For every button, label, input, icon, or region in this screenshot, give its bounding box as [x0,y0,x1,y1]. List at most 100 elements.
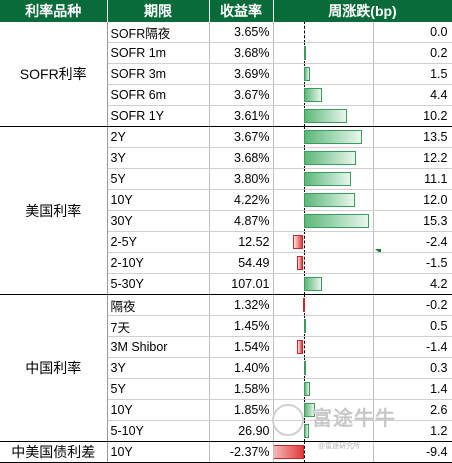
change-cell: 13.5 [373,126,452,148]
change-cell: 1.5 [373,63,452,85]
rate-cell: 26.90 [209,420,274,442]
term-cell: 5-10Y [107,420,210,442]
term-cell: 5Y [107,168,210,190]
table-row: 中国利率 隔夜 1.32% -0.2 [0,294,452,442]
change-cell: 4.4 [373,84,452,106]
header-row: 利率品种 期限 收益率 周涨跌(bp) [0,0,452,22]
change-cell: 4.2 [373,273,452,295]
negative-bar [302,298,305,312]
change-bar-cell [273,294,374,316]
change-bar-cell [273,105,374,127]
change-bar-cell [273,42,374,64]
change-cell: 0.2 [373,42,452,64]
term-cell: 10Y [107,189,210,211]
change-bar-cell [273,84,374,106]
negative-bar [293,235,304,249]
positive-bar [303,382,310,396]
rate-cell: 1.58% [209,378,274,400]
change-bar-cell [273,210,374,232]
change-bar-cell [273,252,374,274]
term-cell: SOFR 3m [107,63,210,85]
rate-cell: 1.32% [209,294,274,316]
cell-marker-icon [374,249,381,252]
table-row: SOFR 3m 3.69% 1.5 [0,63,452,85]
term-cell: 3M Shibor [107,336,210,358]
change-bar-cell [273,189,374,211]
positive-bar [303,67,310,81]
table-row: 5-10Y 26.90 1.2 [0,420,452,442]
positive-bar [303,361,306,375]
change-bar-cell [273,315,374,337]
change-cell: 1.2 [373,420,452,442]
positive-bar [303,46,306,60]
change-cell: -1.4 [373,336,452,358]
change-bar-cell [273,441,374,463]
table-row: 3Y 3.68% 12.2 [0,147,452,169]
zero-axis [303,232,305,252]
change-cell: 11.1 [373,168,452,190]
change-cell: -0.2 [373,294,452,316]
zero-axis [303,336,305,357]
positive-bar [303,319,306,333]
change-bar-cell [273,147,374,169]
change-bar-cell [273,420,374,442]
change-bar-cell [273,399,374,421]
table-row: 3M Shibor 1.54% -1.4 [0,336,452,358]
table-row: 7天 1.45% 0.5 [0,315,452,337]
change-bar-cell [273,22,374,43]
positive-bar [303,424,309,438]
positive-bar [303,403,315,417]
table-row: 5Y 1.58% 1.4 [0,378,452,400]
rate-cell: 12.52 [209,231,274,253]
header-rate: 收益率 [209,0,274,22]
zero-axis [303,252,305,273]
positive-bar [303,214,370,228]
rate-cell: 3.68% [209,42,274,64]
change-cell: 2.6 [373,399,452,421]
negative-bar [273,445,304,459]
change-cell: -1.5 [373,252,452,274]
rate-cell: 3.80% [209,168,274,190]
rate-cell: 1.40% [209,357,274,379]
header-change: 周涨跌(bp) [273,0,452,22]
rate-cell: 3.61% [209,105,274,127]
term-cell: 2-10Y [107,252,210,274]
term-cell: SOFR 6m [107,84,210,106]
table-row: SOFR 1Y 3.61% 10.2 [0,105,452,127]
table-row: 30Y 4.87% 15.3 [0,210,452,232]
table-row: SOFR利率 SOFR隔夜 3.65% 0.0 [0,22,452,127]
category-cell: 中美国债利差 [0,441,108,463]
rate-cell: 3.69% [209,63,274,85]
rate-cell: 3.67% [209,126,274,148]
term-cell: 隔夜 [107,294,210,316]
rate-cell: 1.85% [209,399,274,421]
rate-cell: 54.49 [209,252,274,274]
rate-cell: 4.87% [209,210,274,232]
term-cell: 5-30Y [107,273,210,295]
term-cell: 3Y [107,147,210,169]
category-cell: 中国利率 [0,294,108,442]
change-cell: 12.0 [373,189,452,211]
rate-cell: 3.65% [209,22,274,43]
term-cell: 10Y [107,399,210,421]
positive-bar [303,277,322,291]
table-row: 中美国债利差 10Y -2.37% -9.4 [0,441,452,463]
change-bar-cell [273,378,374,400]
positive-bar [303,151,356,165]
term-cell: 7天 [107,315,210,337]
change-bar-cell [273,336,374,358]
table-row: 5Y 3.80% 11.1 [0,168,452,190]
change-cell: 0.3 [373,357,452,379]
header-category: 利率品种 [0,0,108,22]
change-bar-cell [273,168,374,190]
term-cell: 10Y [107,441,210,463]
category-cell: 美国利率 [0,126,108,295]
positive-bar [303,193,356,207]
positive-bar [303,172,352,186]
change-bar-cell [273,273,374,295]
change-cell: 12.2 [373,147,452,169]
zero-axis [303,441,305,462]
rate-cell: -2.37% [209,441,274,463]
positive-bar [303,109,348,123]
